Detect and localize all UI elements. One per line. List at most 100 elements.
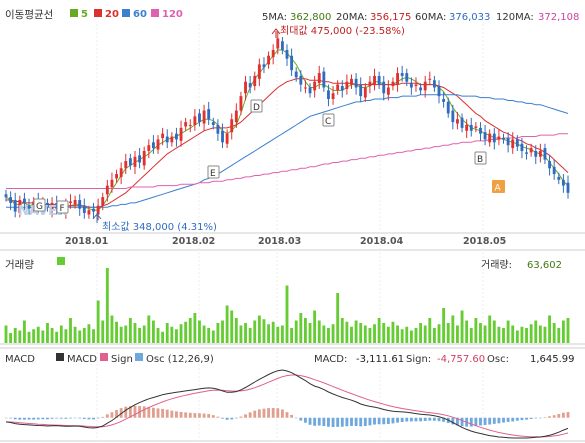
candle-body [92,208,95,212]
volume-bar [115,321,118,343]
svg-text:A: A [495,184,502,194]
wave-label-a: A [492,180,505,194]
osc-bar [497,417,501,424]
volume-bar [294,320,298,343]
osc-bar [428,417,432,421]
osc-bar [451,417,455,425]
osc-bar [96,417,100,419]
candle-body [280,41,284,50]
osc-bar [124,406,128,418]
osc-bar [350,417,353,426]
volume-bar [538,325,542,343]
candle-body [460,117,464,128]
volume-bars [4,268,570,343]
osc-bar [327,417,330,427]
osc-bar [147,406,151,418]
volume-bar [354,320,358,343]
candle-body [50,202,54,211]
volume-bar [285,285,289,343]
candle-body [350,78,353,85]
osc-bar [193,413,197,418]
x-axis-labels: 2018.01 2018.02 2018.03 2018.04 2018.05 [65,236,506,247]
candle-body [359,84,363,97]
candle-body [147,145,151,151]
macd-legend-label: MACD [67,354,97,365]
volume-bar [359,323,363,343]
candle-body [465,125,469,131]
osc-bar [280,409,284,418]
candle-body [502,137,505,140]
osc-bar [391,417,395,424]
candle-body [488,133,492,143]
candle-body [373,75,376,85]
macd-line [5,369,569,439]
candle-body [331,93,335,100]
volume-bar [331,324,335,343]
volume-bar [257,315,261,343]
volume-bar [128,318,132,343]
candle-body [479,127,482,134]
candle-body [244,81,247,94]
ma5-legend-label: 5 [81,9,88,20]
osc-bar [262,408,266,418]
svg-text:B: B [477,155,483,165]
wave-label-e: E [207,165,220,179]
volume-bar [303,318,307,343]
candle-body [409,83,413,88]
volume-legend-swatch [57,257,65,265]
candle-body [9,197,13,203]
volume-bar [446,323,450,343]
svg-text:C: C [325,117,331,127]
osc-bar [525,417,528,420]
candle-body [230,119,234,133]
candle-body [561,179,565,186]
volume-bar [414,328,418,343]
osc-readout-label: Osc: [487,354,509,365]
ma5-readout-label: 5MA: [262,12,287,23]
wave-label-g: G [33,198,46,212]
svg-text:G: G [36,202,43,212]
candle-body [193,116,197,125]
volume-bar [179,324,183,343]
volume-bar [271,321,275,343]
ma60-legend-swatch [122,9,130,17]
candle-body [188,125,192,126]
candle-body [105,185,109,195]
volume-bar [566,318,570,343]
osc-bar [156,408,160,418]
volume-bar [188,318,192,343]
osc-bar [211,415,215,418]
candle-body [354,78,358,88]
volume-bar [529,324,533,343]
volume-bar [211,330,215,343]
candle-body [400,73,404,76]
volume-bar [165,323,169,343]
osc-bar [414,417,418,422]
candle-body [529,148,533,153]
ma-line-5 [5,49,569,211]
volume-bar [308,323,312,343]
osc-bar [170,410,174,418]
volume-bar [13,328,17,343]
candle-body [165,136,169,143]
candle-body [548,161,552,169]
candle-body [396,73,399,85]
volume-bar [184,321,188,343]
volume-bar [170,326,174,343]
osc-bar [151,407,155,418]
candle-body [327,90,330,100]
ma-line-120 [6,133,568,189]
volume-bar [138,328,142,343]
osc-bar [405,417,409,422]
candle-body [363,87,367,98]
candlesticks [4,31,570,221]
volume-readout-value: 63,602 [527,260,562,271]
volume-bar [230,310,234,343]
osc-bar [382,417,386,425]
candle-body [253,75,257,87]
osc-bar [506,417,510,422]
volume-bar [336,293,340,343]
min-value-label: 최소값 348,000 (4.31%) [102,221,217,233]
volume-bar [469,328,473,343]
